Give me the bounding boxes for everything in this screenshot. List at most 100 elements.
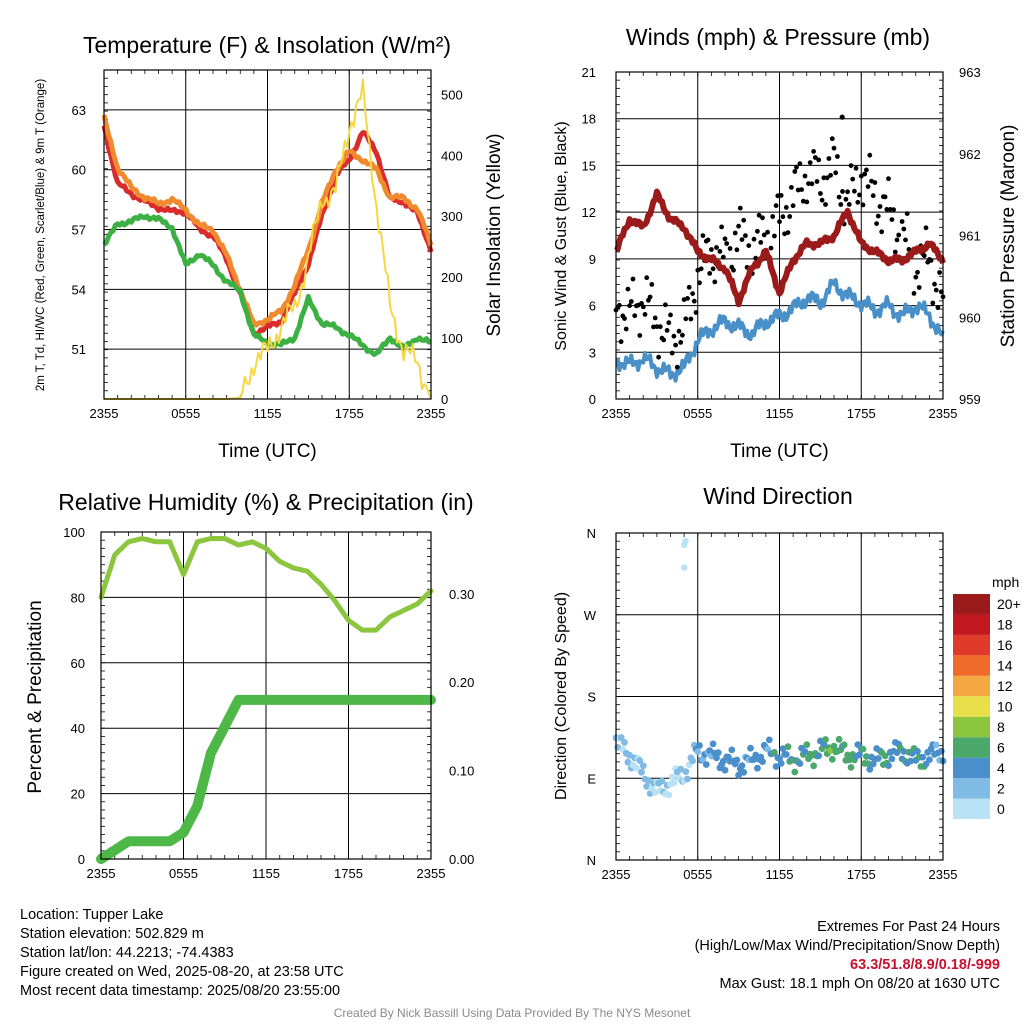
direction-point (645, 777, 652, 784)
direction-point (926, 756, 933, 764)
direction-point (670, 779, 678, 787)
y2-tick-label: 0.30 (449, 587, 474, 602)
gust-point (746, 243, 752, 249)
direction-point (937, 747, 945, 755)
direction-point (777, 759, 785, 767)
series-line (101, 114, 434, 328)
gust-point (637, 333, 643, 338)
gust-point (617, 302, 622, 308)
gust-point (663, 302, 668, 308)
gust-point (889, 217, 895, 223)
direction-point (638, 768, 645, 776)
x-tick-label: 1755 (847, 406, 876, 421)
gust-point (870, 193, 876, 199)
gust-point (680, 332, 685, 338)
gust-point (719, 224, 724, 230)
direction-point (633, 764, 640, 772)
direction-point (764, 745, 771, 753)
colorbar-label: 14 (997, 658, 1013, 674)
gust-point (712, 279, 718, 285)
x-tick-label: 0555 (169, 866, 198, 881)
gust-point (668, 312, 673, 318)
gust-point (720, 254, 726, 260)
gust-point (761, 232, 767, 238)
gust-point (717, 249, 723, 254)
gust-point (913, 274, 919, 280)
gust-point (882, 194, 888, 200)
gust-point (630, 276, 636, 282)
direction-point (617, 734, 625, 741)
y-axis-label: Percent & Precipitation (25, 600, 46, 793)
gust-point (921, 253, 927, 259)
series-line (98, 536, 434, 633)
gust-point (640, 304, 646, 310)
y-tick-label: N (587, 853, 596, 868)
direction-point (658, 777, 666, 785)
gust-point (819, 197, 825, 203)
gust-point (835, 154, 840, 159)
direction-point (810, 762, 817, 770)
gust-point (669, 350, 675, 356)
colorbar-swatch (953, 634, 990, 656)
colorbar-swatch (953, 716, 990, 738)
gust-point (709, 247, 714, 252)
gust-point (705, 237, 711, 243)
y-tick-label: S (587, 690, 596, 705)
gust-point (824, 175, 830, 181)
gust-point (829, 136, 835, 142)
gust-point (864, 167, 869, 173)
direction-point (680, 564, 688, 571)
gust-point (816, 157, 822, 163)
y-tick-label: 18 (582, 112, 596, 127)
panel-3: 0 20 40 60 80 100 0.00 0.10 0.20 0.30 Percent & Pr… (25, 489, 474, 881)
y-tick-label: 51 (72, 342, 86, 357)
gust-point (678, 340, 684, 345)
direction-point (932, 741, 940, 749)
gust-point (892, 249, 898, 255)
colorbar-swatch (953, 696, 990, 717)
gust-point (787, 214, 793, 219)
gust-point (707, 271, 713, 276)
direction-point (626, 751, 633, 759)
gust-point (904, 211, 910, 217)
direction-point (919, 753, 926, 761)
gust-point (797, 161, 803, 167)
colorbar-label: 20+ (997, 596, 1021, 612)
direction-point (696, 742, 703, 749)
gust-point (671, 333, 677, 339)
y-tick-label: 40 (71, 721, 85, 736)
y2-axis-label: Solar Insolation (Yellow) (484, 133, 505, 336)
gust-point (852, 188, 857, 194)
gust-point (806, 181, 811, 187)
gust-point (874, 221, 879, 227)
gust-point (644, 275, 650, 281)
gust-point (722, 236, 728, 242)
x-tick-label: 2355 (417, 866, 446, 881)
gust-point (736, 223, 741, 229)
colorbar-label: 6 (997, 739, 1005, 755)
direction-point (709, 740, 717, 748)
colorbar-label: 8 (997, 719, 1005, 735)
x-tick-label: 0555 (683, 867, 712, 882)
gust-point (865, 184, 871, 190)
x-tick-label: 1755 (335, 406, 364, 421)
gust-point (930, 300, 936, 306)
panel-1: 51 54 57 60 63 0 100 200 300 400 500 2m T, Td, HI/W… (35, 32, 505, 462)
gust-point (916, 285, 922, 290)
series-line (101, 125, 434, 337)
direction-point (830, 742, 838, 750)
direction-point (801, 748, 809, 756)
direction-point (771, 749, 778, 756)
gust-point (818, 191, 823, 196)
plot-frame (615, 71, 944, 400)
direction-point (847, 764, 855, 771)
y-tick-label: 60 (71, 656, 85, 671)
direction-point (621, 739, 628, 746)
colorbar-label: 10 (997, 699, 1013, 715)
gust-point (666, 320, 672, 326)
direction-point (713, 754, 720, 762)
direction-point (754, 764, 761, 772)
gust-point (741, 217, 747, 223)
extremes-values: 63.3/51.8/8.9/0.18/-999 (850, 957, 1000, 973)
